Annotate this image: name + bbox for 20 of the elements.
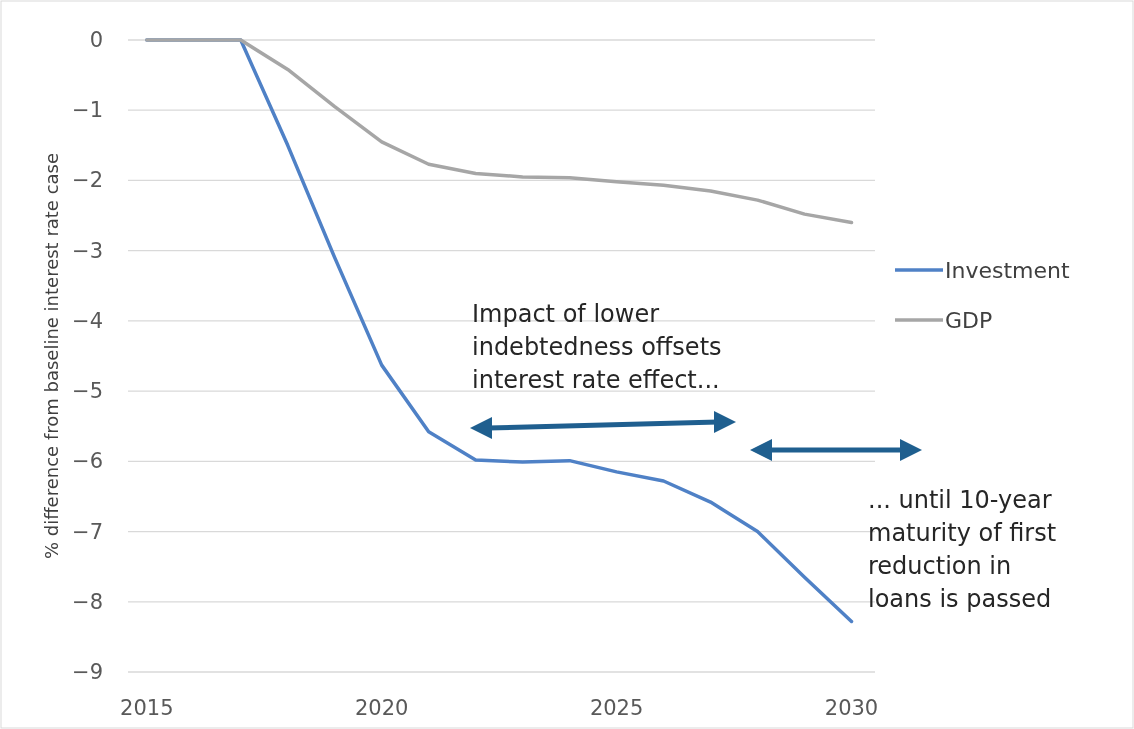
line-series xyxy=(145,38,854,225)
x-tick-label: 2020 xyxy=(354,696,409,720)
y-tick-label: −6 xyxy=(72,449,103,474)
y-tick-label: −5 xyxy=(72,379,103,404)
y-tick-label: −7 xyxy=(72,519,103,544)
y-tick-label: −8 xyxy=(72,589,103,614)
y-tick-label: −1 xyxy=(72,98,103,123)
y-tick-label: −4 xyxy=(72,308,103,333)
x-tick-label: 2030 xyxy=(824,696,879,720)
x-tick-label: 2025 xyxy=(589,696,644,720)
y-axis-title: % difference from baseline interest rate case xyxy=(41,152,62,560)
y-tick-label: −9 xyxy=(72,660,103,684)
annotation: ... until 10-year maturity of first reduction in loans is passed xyxy=(868,486,1057,613)
y-tick-label: 0 xyxy=(89,28,103,52)
x-tick-label: 2015 xyxy=(120,696,174,720)
legend-label: Investment xyxy=(945,258,1070,283)
annotation: Impact of lower indebtedness offsets interest rate effect... xyxy=(472,300,722,394)
y-tick-label: −3 xyxy=(72,238,103,263)
legend-label: GDP xyxy=(945,308,993,333)
y-tick-label: −2 xyxy=(72,168,103,193)
